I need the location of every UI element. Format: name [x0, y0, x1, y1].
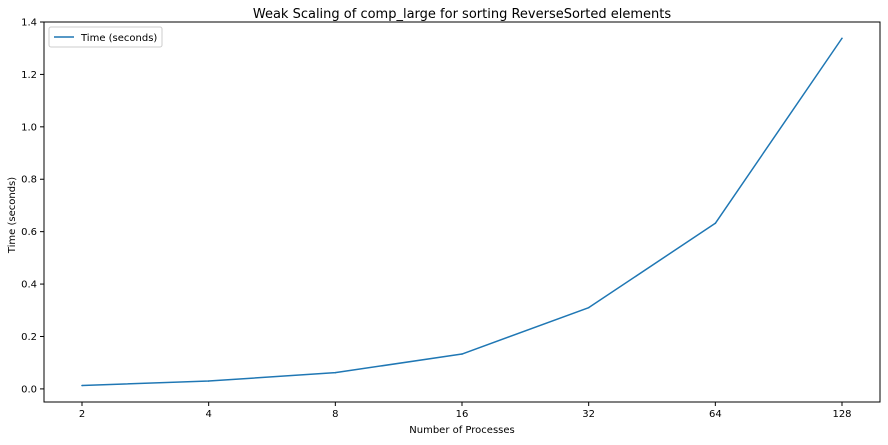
x-tick-label: 128	[832, 409, 851, 420]
y-tick-label: 0.0	[21, 384, 37, 395]
data-point	[334, 371, 337, 374]
legend-box	[48, 26, 163, 48]
y-tick-label: 1.0	[21, 122, 37, 133]
legend: Time (seconds)	[48, 26, 163, 48]
x-tick-label: 64	[709, 409, 722, 420]
y-tick-label: 0.4	[21, 280, 37, 291]
y-tick-label: 1.2	[21, 70, 37, 81]
x-axis-label: Number of Processes	[409, 425, 514, 436]
y-tick-label: 1.4	[21, 18, 37, 29]
data-point	[587, 306, 590, 309]
y-axis-label: Time (seconds)	[7, 177, 18, 254]
data-point	[841, 37, 843, 40]
chart-title: Weak Scaling of comp_large for sorting R…	[253, 7, 671, 22]
x-tick-label: 32	[582, 409, 595, 420]
data-point	[207, 380, 210, 382]
x-tick-label: 8	[332, 409, 338, 420]
series-layer	[81, 37, 843, 387]
y-tick-label: 0.2	[21, 332, 37, 343]
y-tick-label: 0.8	[21, 175, 37, 186]
data-point	[461, 353, 463, 355]
x-tick-label: 2	[79, 409, 85, 420]
x-tick-label: 16	[456, 409, 469, 420]
x-tick-label: 4	[205, 409, 211, 420]
y-axis: 0.0 0.2 0.4 0.6 0.8 1.0 1.2 1.4	[21, 18, 44, 395]
data-point	[714, 222, 717, 225]
data-point	[81, 384, 83, 387]
legend-label: Time (seconds)	[80, 33, 157, 44]
series-line	[81, 37, 843, 387]
plot-area-frame	[43, 21, 881, 403]
x-axis: 2 4 8 16 32 64 128	[79, 402, 852, 420]
y-tick-label: 0.6	[21, 227, 37, 238]
